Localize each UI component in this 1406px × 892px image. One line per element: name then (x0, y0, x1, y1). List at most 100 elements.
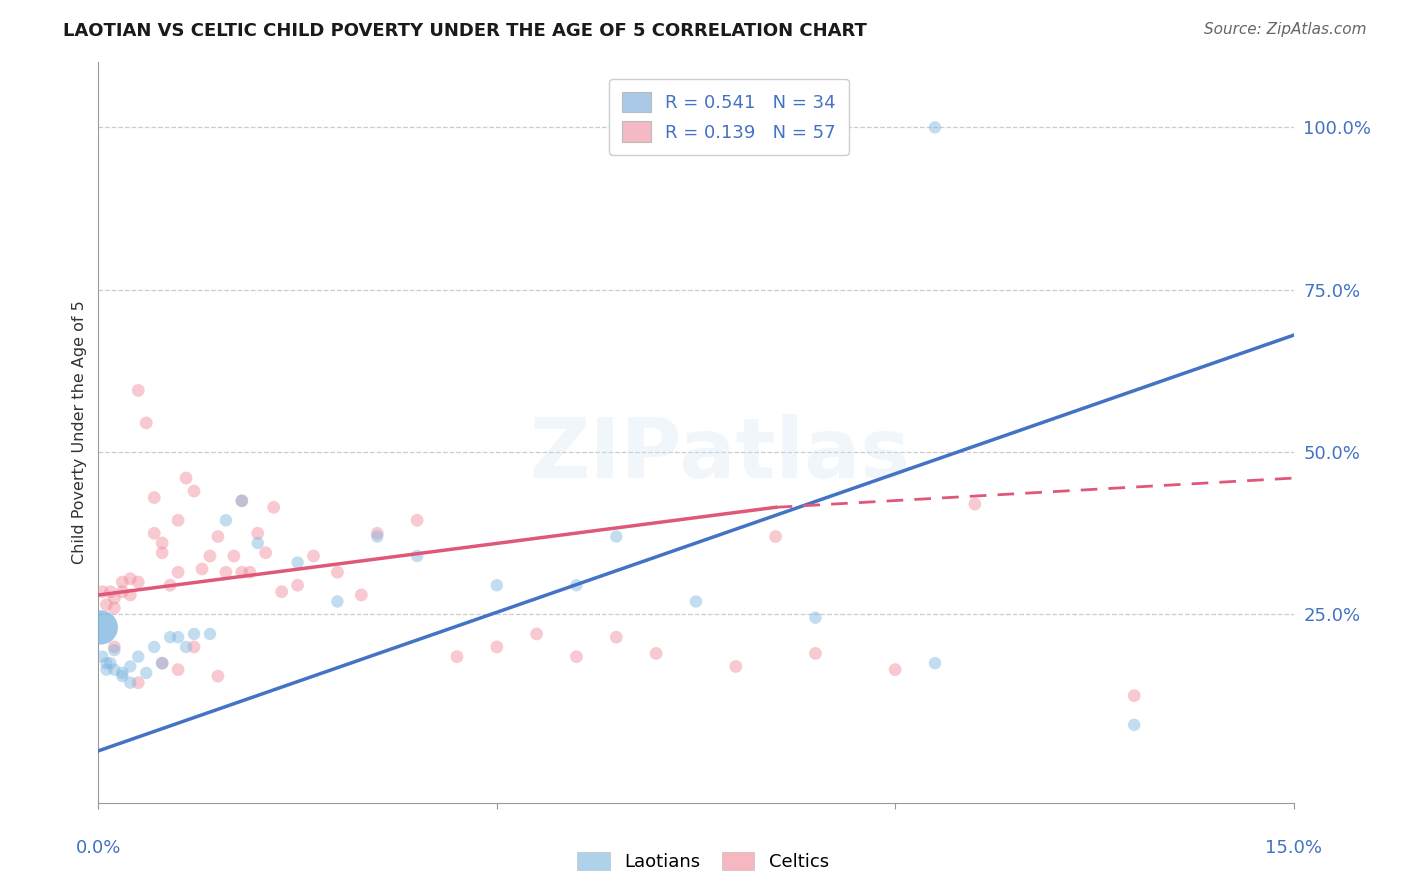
Point (350, 588, 373, 602)
Point (111, 669, 134, 683)
Point (167, 630, 190, 644)
Point (239, 566, 262, 580)
Point (135, 416, 157, 430)
Point (90, 620, 112, 634)
Point (231, 493, 253, 508)
Point (287, 578, 309, 592)
Point (100, 656, 122, 670)
Point (135, 665, 157, 680)
Point (326, 566, 349, 580)
Point (183, 627, 205, 641)
Y-axis label: Child Poverty Under the Age of 5: Child Poverty Under the Age of 5 (72, 301, 87, 565)
Point (605, 529, 627, 543)
Point (159, 630, 181, 644)
Point (96, 663, 118, 677)
Point (120, 675, 142, 690)
Point (222, 549, 245, 563)
Point (150, 546, 173, 560)
Point (215, 566, 238, 580)
Point (1123, 718, 1146, 732)
Text: 15.0%: 15.0% (1265, 838, 1322, 856)
Point (127, 675, 149, 690)
Point (287, 556, 309, 570)
Point (207, 529, 229, 543)
Point (150, 656, 173, 670)
Point (804, 647, 827, 661)
Point (924, 120, 946, 135)
Point (231, 566, 253, 580)
Point (246, 526, 269, 541)
Point (111, 584, 134, 599)
Point (724, 659, 747, 673)
Point (150, 536, 173, 550)
Point (167, 663, 190, 677)
Point (111, 574, 134, 589)
Point (103, 601, 125, 615)
Point (366, 529, 388, 543)
Point (366, 526, 388, 541)
Point (103, 643, 125, 657)
Point (120, 572, 142, 586)
Point (565, 578, 588, 592)
Point (120, 588, 142, 602)
Text: 0.0%: 0.0% (76, 838, 121, 856)
Legend: Laotians, Celtics: Laotians, Celtics (569, 845, 837, 879)
Point (215, 513, 238, 527)
Text: LAOTIAN VS CELTIC CHILD POVERTY UNDER THE AGE OF 5 CORRELATION CHART: LAOTIAN VS CELTIC CHILD POVERTY UNDER TH… (63, 22, 868, 40)
Point (159, 578, 181, 592)
Point (254, 546, 277, 560)
Point (96, 656, 118, 670)
Point (127, 649, 149, 664)
Text: Source: ZipAtlas.com: Source: ZipAtlas.com (1204, 22, 1367, 37)
Point (406, 549, 429, 563)
Point (446, 649, 468, 664)
Point (90, 620, 112, 634)
Point (174, 640, 197, 654)
Point (1123, 689, 1146, 703)
Point (150, 656, 173, 670)
Point (246, 536, 269, 550)
Point (103, 663, 125, 677)
Point (270, 584, 292, 599)
Point (91, 649, 114, 664)
Point (605, 630, 627, 644)
Point (183, 640, 205, 654)
Point (103, 591, 125, 606)
Point (191, 562, 214, 576)
Point (111, 665, 134, 680)
Point (526, 627, 548, 641)
Point (263, 500, 285, 515)
Point (127, 384, 149, 398)
Point (167, 566, 190, 580)
Point (645, 647, 668, 661)
Point (143, 640, 166, 654)
Point (100, 584, 122, 599)
Point (96, 598, 118, 612)
Point (406, 513, 429, 527)
Point (963, 497, 986, 511)
Point (884, 663, 907, 677)
Point (91, 584, 114, 599)
Point (183, 484, 205, 499)
Legend: R = 0.541   N = 34, R = 0.139   N = 57: R = 0.541 N = 34, R = 0.139 N = 57 (609, 78, 849, 155)
Point (765, 529, 787, 543)
Point (302, 549, 325, 563)
Point (143, 526, 166, 541)
Point (198, 627, 221, 641)
Point (924, 656, 946, 670)
Point (565, 649, 588, 664)
Point (804, 611, 827, 625)
Point (485, 578, 508, 592)
Point (685, 594, 707, 608)
Point (326, 594, 349, 608)
Point (127, 574, 149, 589)
Point (143, 491, 166, 505)
Point (231, 493, 253, 508)
Point (198, 549, 221, 563)
Point (207, 669, 229, 683)
Point (167, 513, 190, 527)
Text: ZIPatlas: ZIPatlas (530, 414, 910, 495)
Point (103, 640, 125, 654)
Point (174, 471, 197, 485)
Point (485, 640, 508, 654)
